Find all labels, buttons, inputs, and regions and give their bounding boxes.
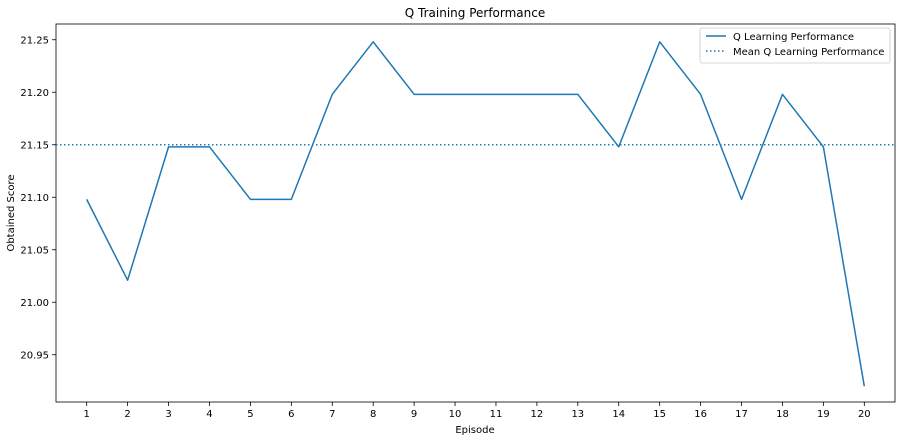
x-tick-label: 4 [206,409,212,420]
x-axis: 1 2 3 4 5 6 7 8 9 10 11 12 13 14 15 16 17 18 19 20 [84,402,871,420]
x-tick-label: 14 [612,409,625,420]
x-tick-label: 1 [84,409,90,420]
series-points [86,41,865,387]
legend-box [699,27,891,64]
chart-title: Q Training Performance [405,6,545,20]
y-tick-label: 21.20 [20,88,49,99]
legend-label-q-learning-performance: Q Learning Performance [733,32,854,43]
x-tick-label: 17 [735,409,748,420]
y-axis: 20.95 21.00 21.05 21.10 21.15 21.20 21.25 [20,35,56,361]
y-tick-label: 21.05 [20,245,49,256]
x-tick-label: 20 [858,409,871,420]
x-tick-label: 13 [571,409,584,420]
series-line-q-learning-performance [86,41,866,387]
x-tick-label: 12 [531,409,544,420]
y-tick-label: 21.15 [20,140,49,151]
x-tick-label: 7 [329,409,335,420]
x-tick-label: 8 [370,409,376,420]
legend-label-mean-q-learning-performance: Mean Q Learning Performance [733,47,884,58]
x-tick-label: 6 [288,409,294,420]
y-tick-label: 21.25 [20,35,49,46]
x-tick-label: 5 [247,409,253,420]
y-axis-label: Obtained Score [6,174,17,251]
x-tick-label: 11 [490,409,503,420]
y-tick-label: 21.10 [20,193,49,204]
x-tick-label: 3 [165,409,171,420]
x-tick-label: 2 [124,409,130,420]
x-tick-label: 16 [694,409,707,420]
y-tick-label: 21.00 [20,298,49,309]
x-tick-label: 15 [653,409,666,420]
x-tick-label: 19 [817,409,830,420]
x-tick-label: 9 [411,409,417,420]
legend: Q Learning Performance Mean Q Learning P… [699,27,891,64]
y-tick-label: 20.95 [20,350,49,361]
x-tick-label: 10 [449,409,462,420]
x-tick-label: 18 [776,409,789,420]
x-axis-label: Episode [455,425,494,436]
plot-area [55,23,896,403]
